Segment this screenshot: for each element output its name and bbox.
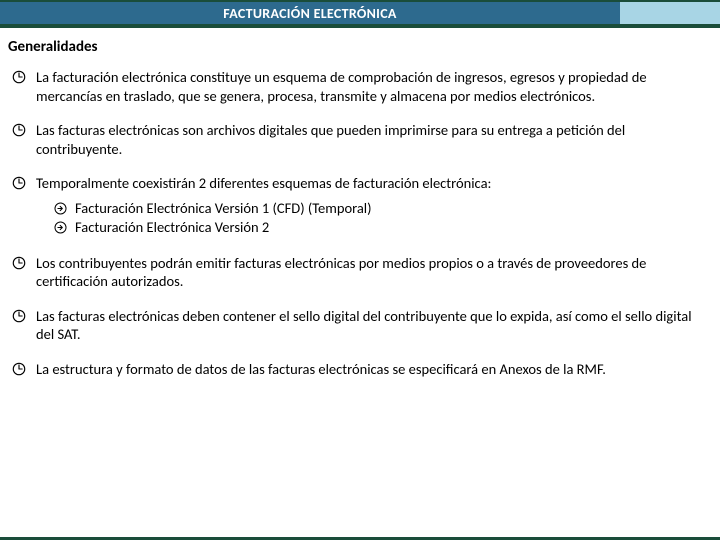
sub-text: Facturación Electrónica Versión 2: [75, 218, 269, 237]
bullet-item: La estructura y formato de datos de las …: [12, 360, 708, 379]
sub-list: Facturación Electrónica Versión 1 (CFD) …: [36, 199, 708, 237]
content-area: La facturación electrónica constituye un…: [0, 62, 720, 379]
bullet-text: Las facturas electrónicas deben contener…: [36, 307, 708, 344]
clock-icon: [12, 362, 26, 376]
clock-icon: [12, 70, 26, 84]
bullet-item: Las facturas electrónicas deben contener…: [12, 307, 708, 344]
bullet-main: Las facturas electrónicas deben contener…: [36, 307, 692, 344]
clock-icon: [12, 176, 26, 190]
bullet-text: Los contribuyentes podrán emitir factura…: [36, 254, 708, 291]
bullet-text: La estructura y formato de datos de las …: [36, 360, 708, 379]
bullet-text: La facturación electrónica constituye un…: [36, 68, 708, 105]
arrow-right-icon: [54, 221, 67, 234]
subtitle: Generalidades: [0, 28, 720, 62]
sub-item: Facturación Electrónica Versión 2: [54, 218, 708, 237]
bullet-main: Las facturas electrónicas son archivos d…: [36, 121, 625, 158]
bullet-main: La facturación electrónica constituye un…: [36, 68, 647, 105]
bullet-item: Las facturas electrónicas son archivos d…: [12, 121, 708, 158]
bullet-main: La estructura y formato de datos de las …: [36, 360, 606, 378]
bullet-item: La facturación electrónica constituye un…: [12, 68, 708, 105]
bullet-main: Temporalmente coexistirán 2 diferentes e…: [36, 174, 491, 192]
sub-item: Facturación Electrónica Versión 1 (CFD) …: [54, 199, 708, 218]
clock-icon: [12, 123, 26, 137]
title-bar: FACTURACIÓN ELECTRÓNICA: [0, 0, 720, 28]
bullet-item: Los contribuyentes podrán emitir factura…: [12, 254, 708, 291]
bullet-text: Las facturas electrónicas son archivos d…: [36, 121, 708, 158]
sub-text: Facturación Electrónica Versión 1 (CFD) …: [75, 199, 372, 218]
bullet-text: Temporalmente coexistirán 2 diferentes e…: [36, 174, 708, 238]
bullet-item: Temporalmente coexistirán 2 diferentes e…: [12, 174, 708, 238]
clock-icon: [12, 256, 26, 270]
arrow-right-icon: [54, 202, 67, 215]
slide-title: FACTURACIÓN ELECTRÓNICA: [0, 2, 620, 24]
clock-icon: [12, 309, 26, 323]
title-accent-block: [620, 2, 720, 24]
bullet-main: Los contribuyentes podrán emitir factura…: [36, 254, 646, 291]
